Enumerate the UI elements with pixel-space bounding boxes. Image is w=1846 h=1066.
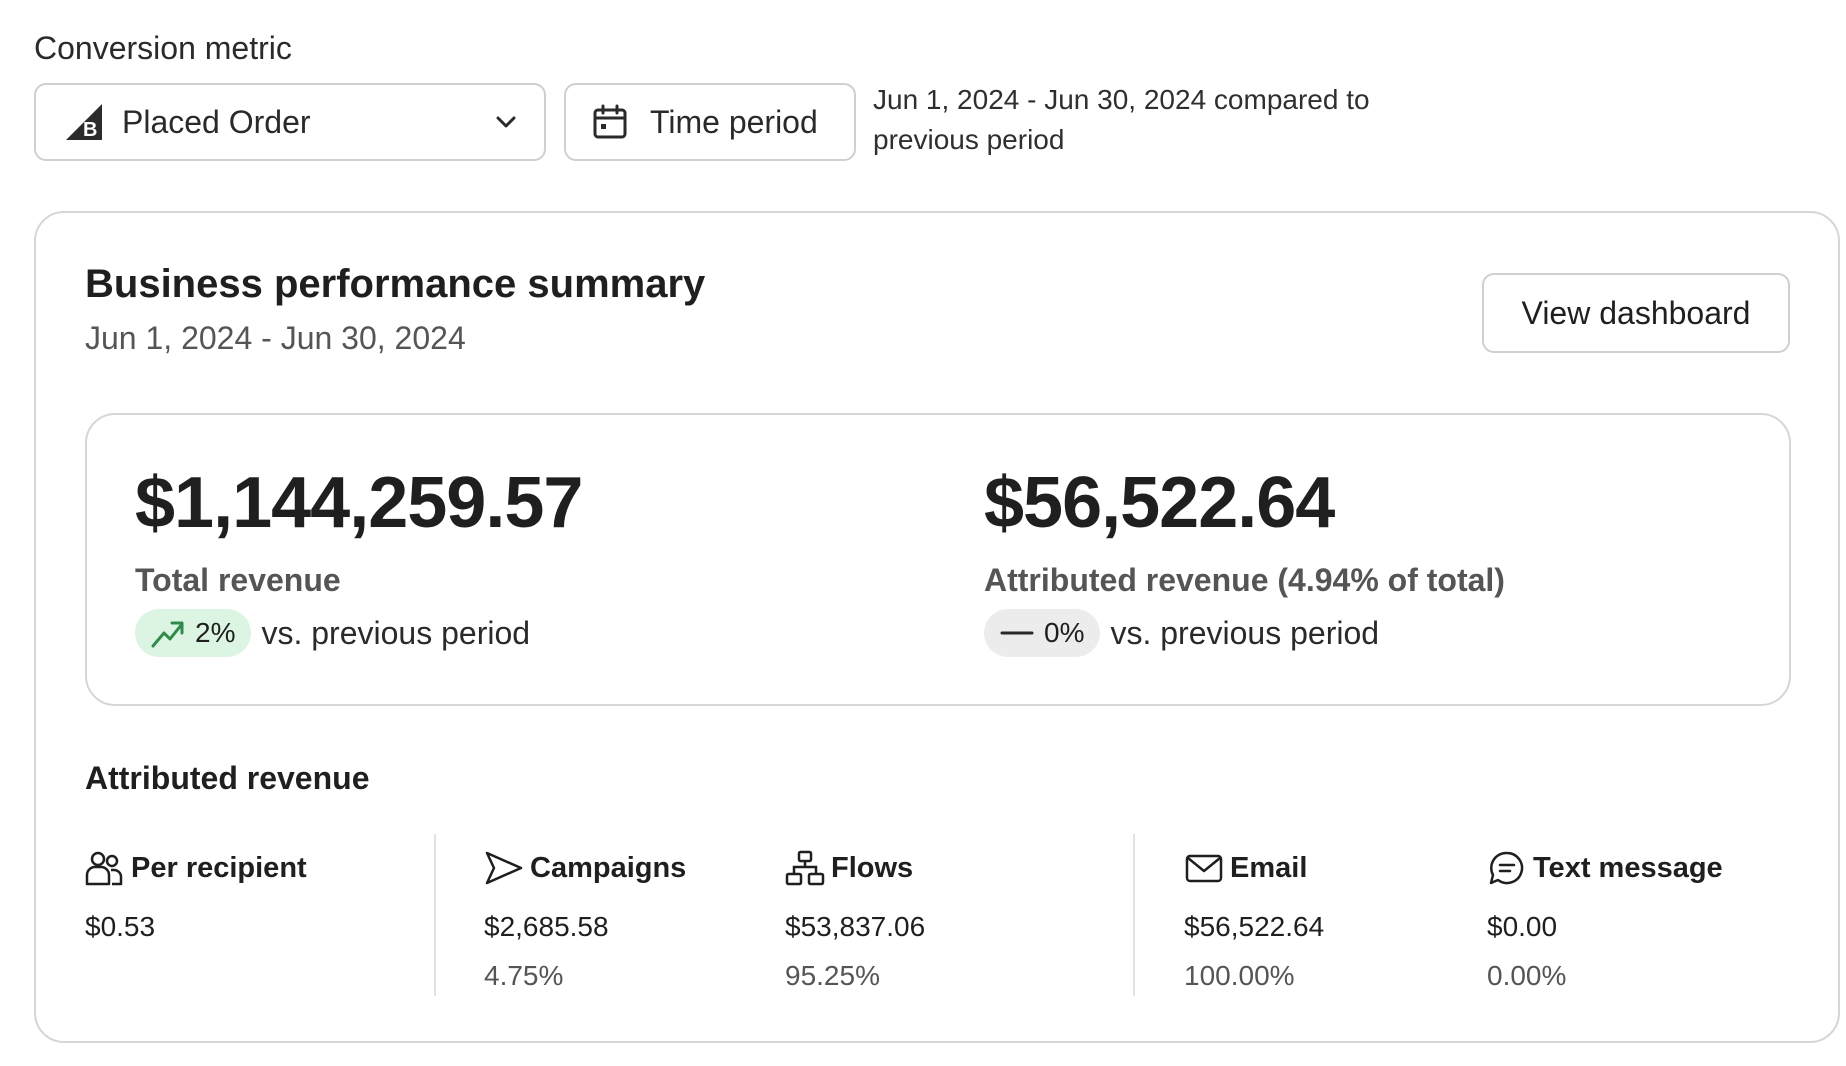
mail-icon — [1185, 854, 1223, 883]
chevron-down-icon — [492, 108, 520, 136]
comparison-label: vs. previous period — [261, 614, 531, 651]
text-message-value: $0.00 — [1487, 911, 1558, 942]
campaigns-value: $2,685.58 — [484, 911, 609, 942]
attributed-revenue-comparison: 0% vs. previous period — [984, 609, 1379, 657]
per-recipient-label: Per recipient — [131, 851, 307, 884]
email-header: Email — [1184, 850, 1307, 886]
conversion-metric-label: Conversion metric — [34, 30, 292, 66]
attributed-revenue-label: Attributed revenue (4.94% of total) — [984, 562, 1505, 598]
send-icon — [485, 851, 523, 885]
column-divider — [434, 834, 436, 996]
column-divider — [1133, 834, 1135, 996]
total-revenue-value: $1,144,259.57 — [135, 463, 583, 543]
time-period-label: Time period — [650, 103, 818, 140]
view-dashboard-button[interactable]: View dashboard — [1482, 273, 1790, 353]
campaigns-header: Campaigns — [484, 850, 686, 886]
total-revenue-comparison: 2% vs. previous period — [135, 609, 530, 657]
bigcommerce-logo-icon: B — [64, 102, 104, 142]
attributed-revenue-value: $56,522.64 — [984, 463, 1335, 543]
flows-value: $53,837.06 — [785, 911, 926, 942]
time-period-button[interactable]: Time period — [564, 83, 856, 161]
trend-up-icon — [151, 621, 184, 648]
people-icon — [85, 851, 123, 886]
change-value: 2% — [195, 617, 236, 648]
campaigns-percent: 4.75% — [484, 960, 564, 991]
campaigns-label: Campaigns — [530, 851, 687, 884]
text-message-header: Text message — [1487, 850, 1723, 886]
compare-period-text: Jun 1, 2024 - Jun 30, 2024 compared to p… — [873, 84, 1370, 155]
text-message-percent: 0.00% — [1487, 960, 1567, 991]
email-percent: 100.00% — [1184, 960, 1295, 991]
per-recipient-header: Per recipient — [85, 850, 307, 886]
revenue-card — [85, 413, 1791, 706]
calendar-icon — [592, 104, 628, 140]
conversion-metric-select[interactable]: B Placed Order — [34, 83, 546, 161]
change-value: 0% — [1044, 617, 1085, 648]
flow-icon — [785, 850, 825, 886]
svg-text:B: B — [83, 119, 97, 141]
summary-title: Business performance summary — [85, 262, 706, 306]
email-value: $56,522.64 — [1184, 911, 1325, 942]
message-icon — [1489, 851, 1524, 885]
flows-label: Flows — [831, 851, 914, 884]
change-badge-up: 2% — [135, 609, 252, 657]
flows-percent: 95.25% — [785, 960, 880, 991]
comparison-label: vs. previous period — [1110, 614, 1380, 651]
attributed-revenue-heading: Attributed revenue — [85, 760, 370, 796]
per-recipient-value: $0.53 — [85, 911, 156, 942]
summary-date-range: Jun 1, 2024 - Jun 30, 2024 — [85, 320, 466, 356]
total-revenue-label: Total revenue — [135, 562, 341, 598]
email-label: Email — [1230, 851, 1308, 884]
dash-icon — [1000, 631, 1034, 635]
change-badge-flat: 0% — [984, 609, 1101, 657]
text-message-label: Text message — [1533, 851, 1723, 884]
flows-header: Flows — [785, 850, 913, 886]
conversion-metric-value: Placed Order — [122, 103, 311, 140]
